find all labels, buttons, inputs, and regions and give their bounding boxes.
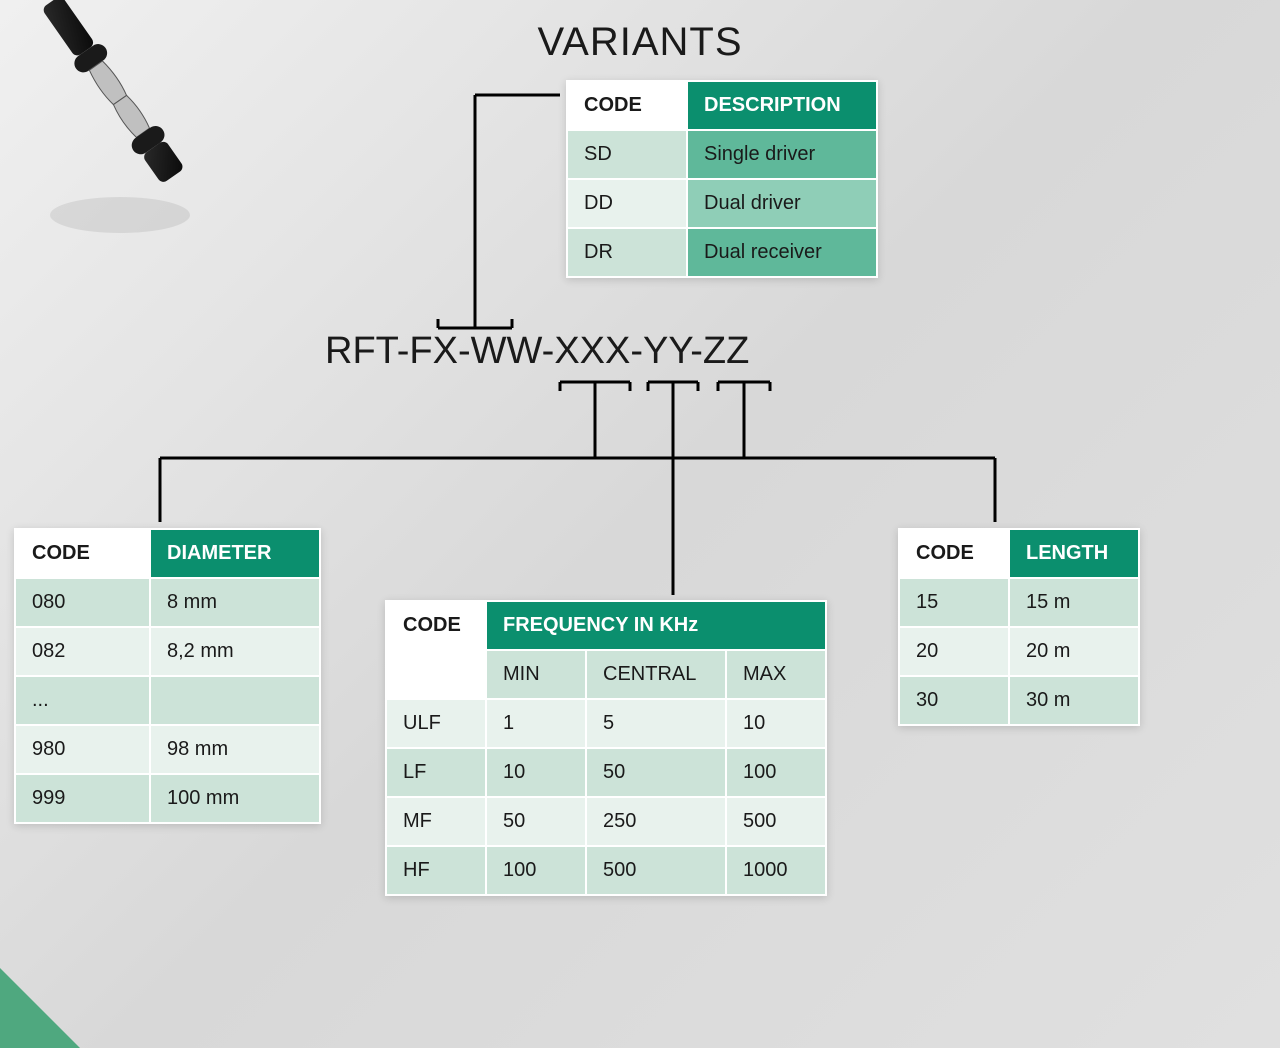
variant-code: DR [567, 228, 687, 277]
freq-code: ULF [386, 699, 486, 748]
frequency-table: CODE FREQUENCY IN KHz MIN CENTRAL MAX UL… [385, 600, 827, 896]
diameter-val: 8 mm [150, 578, 320, 627]
table-row: 3030 m [899, 676, 1139, 725]
length-code: 20 [899, 627, 1009, 676]
freq-central: 50 [586, 748, 726, 797]
freq-code: HF [386, 846, 486, 895]
diameter-code: 980 [15, 725, 150, 774]
page-title: VARIANTS [537, 20, 742, 65]
freq-central: 250 [586, 797, 726, 846]
frequency-header-freq: FREQUENCY IN KHz [486, 601, 826, 650]
table-row: 1515 m [899, 578, 1139, 627]
diameter-header-val: DIAMETER [150, 529, 320, 578]
table-row: 0808 mm [15, 578, 320, 627]
length-code: 15 [899, 578, 1009, 627]
diameter-code: ... [15, 676, 150, 725]
diameter-code: 080 [15, 578, 150, 627]
table-row: 2020 m [899, 627, 1139, 676]
diameter-header-code: CODE [15, 529, 150, 578]
code-pattern: RFT-FX-WW-XXX-YY-ZZ [325, 330, 749, 373]
variant-code: DD [567, 179, 687, 228]
length-val: 15 m [1009, 578, 1139, 627]
length-header-val: LENGTH [1009, 529, 1139, 578]
variant-desc: Dual driver [687, 179, 877, 228]
freq-central: 500 [586, 846, 726, 895]
freq-min: 50 [486, 797, 586, 846]
frequency-subheader-central: CENTRAL [586, 650, 726, 699]
variants-header-desc: DESCRIPTION [687, 81, 877, 130]
table-row: 999100 mm [15, 774, 320, 823]
table-row: 0828,2 mm [15, 627, 320, 676]
freq-min: 100 [486, 846, 586, 895]
table-row: SD Single driver [567, 130, 877, 179]
frequency-header-code: CODE [386, 601, 486, 699]
table-row: DR Dual receiver [567, 228, 877, 277]
variant-code: SD [567, 130, 687, 179]
diameter-val: 98 mm [150, 725, 320, 774]
freq-min: 1 [486, 699, 586, 748]
freq-max: 100 [726, 748, 826, 797]
table-row: LF1050100 [386, 748, 826, 797]
variants-header-code: CODE [567, 81, 687, 130]
length-table: CODE LENGTH 1515 m 2020 m 3030 m [898, 528, 1140, 726]
diameter-code: 999 [15, 774, 150, 823]
diameter-val: 8,2 mm [150, 627, 320, 676]
length-header-code: CODE [899, 529, 1009, 578]
table-row: DD Dual driver [567, 179, 877, 228]
frequency-subheader-max: MAX [726, 650, 826, 699]
freq-max: 500 [726, 797, 826, 846]
freq-code: MF [386, 797, 486, 846]
freq-min: 10 [486, 748, 586, 797]
freq-central: 5 [586, 699, 726, 748]
freq-code: LF [386, 748, 486, 797]
table-row: 98098 mm [15, 725, 320, 774]
variant-desc: Single driver [687, 130, 877, 179]
table-row: ... [15, 676, 320, 725]
freq-max: 10 [726, 699, 826, 748]
frequency-subheader-min: MIN [486, 650, 586, 699]
length-code: 30 [899, 676, 1009, 725]
table-row: HF1005001000 [386, 846, 826, 895]
table-row: ULF1510 [386, 699, 826, 748]
diameter-val [150, 676, 320, 725]
diameter-code: 082 [15, 627, 150, 676]
length-val: 20 m [1009, 627, 1139, 676]
diameter-table: CODE DIAMETER 0808 mm 0828,2 mm ... 9809… [14, 528, 321, 824]
length-val: 30 m [1009, 676, 1139, 725]
diameter-val: 100 mm [150, 774, 320, 823]
freq-max: 1000 [726, 846, 826, 895]
variants-table: CODE DESCRIPTION SD Single driver DD Dua… [566, 80, 878, 278]
table-row: MF50250500 [386, 797, 826, 846]
product-image [20, 0, 220, 240]
corner-decoration [0, 968, 80, 1048]
variant-desc: Dual receiver [687, 228, 877, 277]
